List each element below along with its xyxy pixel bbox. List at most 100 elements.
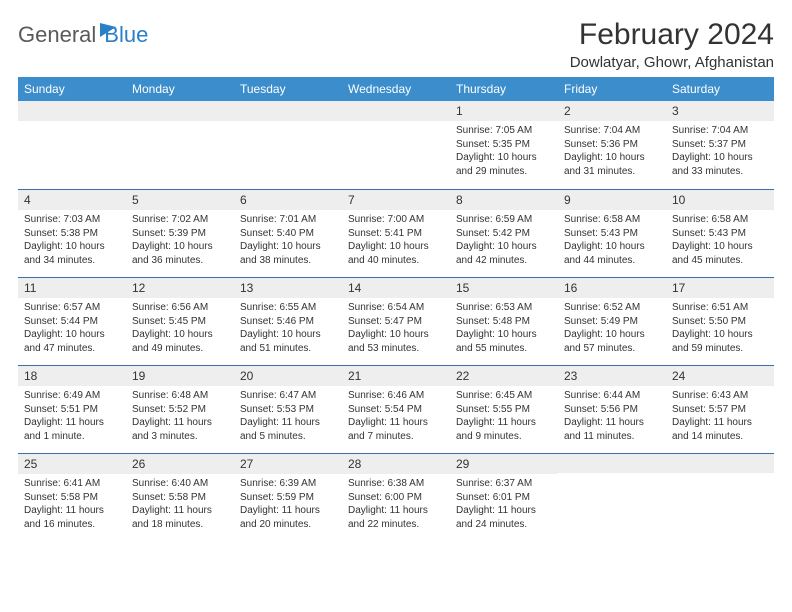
day-data: Sunrise: 6:52 AMSunset: 5:49 PMDaylight:… (558, 298, 666, 358)
day-data: Sunrise: 7:01 AMSunset: 5:40 PMDaylight:… (234, 210, 342, 270)
day-number: 7 (342, 189, 450, 210)
daylight-line: Daylight: 10 hours and 44 minutes. (564, 240, 660, 267)
sunrise-line: Sunrise: 7:00 AM (348, 213, 444, 227)
daylight-line: Daylight: 10 hours and 36 minutes. (132, 240, 228, 267)
day-cell: 12Sunrise: 6:56 AMSunset: 5:45 PMDayligh… (126, 277, 234, 365)
day-number: 29 (450, 453, 558, 474)
sunset-line: Sunset: 5:50 PM (672, 315, 768, 329)
day-data: Sunrise: 6:58 AMSunset: 5:43 PMDaylight:… (558, 210, 666, 270)
sunset-line: Sunset: 5:54 PM (348, 403, 444, 417)
day-number: 22 (450, 365, 558, 386)
day-cell: 26Sunrise: 6:40 AMSunset: 5:58 PMDayligh… (126, 453, 234, 541)
logo: General Blue (18, 18, 148, 48)
sunset-line: Sunset: 5:43 PM (564, 227, 660, 241)
daylight-line: Daylight: 11 hours and 5 minutes. (240, 416, 336, 443)
daylight-line: Daylight: 11 hours and 24 minutes. (456, 504, 552, 531)
day-header: Saturday (666, 77, 774, 101)
day-data: Sunrise: 6:43 AMSunset: 5:57 PMDaylight:… (666, 386, 774, 446)
day-cell: 21 Sunrise: 6:46 AMSunset: 5:54 PMDayligh… (342, 365, 450, 453)
daylight-line: Daylight: 10 hours and 34 minutes. (24, 240, 120, 267)
day-cell: 5Sunrise: 7:02 AMSunset: 5:39 PMDaylight… (126, 189, 234, 277)
daylight-line: Daylight: 10 hours and 42 minutes. (456, 240, 552, 267)
day-data: Sunrise: 6:57 AMSunset: 5:44 PMDaylight:… (18, 298, 126, 358)
sunset-line: Sunset: 5:43 PM (672, 227, 768, 241)
day-number: 15 (450, 277, 558, 298)
daylight-line: Daylight: 10 hours and 33 minutes. (672, 151, 768, 178)
daylight-line: Daylight: 10 hours and 40 minutes. (348, 240, 444, 267)
day-cell: 13Sunrise: 6:55 AMSunset: 5:46 PMDayligh… (234, 277, 342, 365)
sunset-line: Sunset: 6:00 PM (348, 491, 444, 505)
logo-text-general: General (18, 22, 96, 48)
day-cell: 3Sunrise: 7:04 AMSunset: 5:37 PMDaylight… (666, 101, 774, 189)
day-cell: 28Sunrise: 6:38 AMSunset: 6:00 PMDayligh… (342, 453, 450, 541)
day-number: 5 (126, 189, 234, 210)
day-cell: 7Sunrise: 7:00 AMSunset: 5:41 PMDaylight… (342, 189, 450, 277)
sunrise-line: Sunrise: 7:05 AM (456, 124, 552, 138)
day-cell (234, 101, 342, 189)
day-cell: 20Sunrise: 6:47 AMSunset: 5:53 PMDayligh… (234, 365, 342, 453)
daylight-line: Daylight: 11 hours and 1 minute. (24, 416, 120, 443)
daylight-line: Daylight: 11 hours and 3 minutes. (132, 416, 228, 443)
day-data: Sunrise: 6:41 AMSunset: 5:58 PMDaylight:… (18, 474, 126, 534)
sunset-line: Sunset: 5:57 PM (672, 403, 768, 417)
daylight-line: Daylight: 10 hours and 45 minutes. (672, 240, 768, 267)
sunrise-line: Sunrise: 6:59 AM (456, 213, 552, 227)
sunset-line: Sunset: 5:40 PM (240, 227, 336, 241)
location: Dowlatyar, Ghowr, Afghanistan (570, 54, 774, 71)
sunrise-line: Sunrise: 6:57 AM (24, 301, 120, 315)
day-cell: 29Sunrise: 6:37 AMSunset: 6:01 PMDayligh… (450, 453, 558, 541)
sunrise-line: Sunrise: 6:45 AM (456, 389, 552, 403)
sunset-line: Sunset: 5:55 PM (456, 403, 552, 417)
daylight-line: Daylight: 11 hours and 7 minutes. (348, 416, 444, 443)
day-data: Sunrise: 6:40 AMSunset: 5:58 PMDaylight:… (126, 474, 234, 534)
day-number: 19 (126, 365, 234, 386)
day-header: Tuesday (234, 77, 342, 101)
day-data: Sunrise: 6:55 AMSunset: 5:46 PMDaylight:… (234, 298, 342, 358)
day-number: 10 (666, 189, 774, 210)
sunset-line: Sunset: 5:42 PM (456, 227, 552, 241)
sunset-line: Sunset: 5:41 PM (348, 227, 444, 241)
sunset-line: Sunset: 5:49 PM (564, 315, 660, 329)
sunrise-line: Sunrise: 6:58 AM (672, 213, 768, 227)
day-data: Sunrise: 7:05 AMSunset: 5:35 PMDaylight:… (450, 121, 558, 181)
day-cell: 1Sunrise: 7:05 AMSunset: 5:35 PMDaylight… (450, 101, 558, 189)
day-cell (558, 453, 666, 541)
daylight-line: Daylight: 10 hours and 59 minutes. (672, 328, 768, 355)
sunrise-line: Sunrise: 6:43 AM (672, 389, 768, 403)
day-data: Sunrise: 6:58 AMSunset: 5:43 PMDaylight:… (666, 210, 774, 270)
day-data: Sunrise: 6:56 AMSunset: 5:45 PMDaylight:… (126, 298, 234, 358)
sunrise-line: Sunrise: 6:54 AM (348, 301, 444, 315)
sunrise-line: Sunrise: 6:39 AM (240, 477, 336, 491)
calendar-table: SundayMondayTuesdayWednesdayThursdayFrid… (18, 77, 774, 541)
day-number: 6 (234, 189, 342, 210)
sunset-line: Sunset: 5:56 PM (564, 403, 660, 417)
week-row: 11Sunrise: 6:57 AMSunset: 5:44 PMDayligh… (18, 277, 774, 365)
sunrise-line: Sunrise: 6:46 AM (348, 389, 444, 403)
daylight-line: Daylight: 10 hours and 31 minutes. (564, 151, 660, 178)
day-cell: 2Sunrise: 7:04 AMSunset: 5:36 PMDaylight… (558, 101, 666, 189)
sunrise-line: Sunrise: 6:37 AM (456, 477, 552, 491)
sunset-line: Sunset: 5:48 PM (456, 315, 552, 329)
day-cell: 8Sunrise: 6:59 AMSunset: 5:42 PMDaylight… (450, 189, 558, 277)
sunrise-line: Sunrise: 6:40 AM (132, 477, 228, 491)
day-header: Sunday (18, 77, 126, 101)
day-number: 21 (342, 365, 450, 386)
week-row: 18Sunrise: 6:49 AMSunset: 5:51 PMDayligh… (18, 365, 774, 453)
daylight-line: Daylight: 10 hours and 38 minutes. (240, 240, 336, 267)
day-header: Thursday (450, 77, 558, 101)
sunrise-line: Sunrise: 6:41 AM (24, 477, 120, 491)
sunset-line: Sunset: 5:53 PM (240, 403, 336, 417)
day-cell: 6Sunrise: 7:01 AMSunset: 5:40 PMDaylight… (234, 189, 342, 277)
day-data: Sunrise: 6:44 AMSunset: 5:56 PMDaylight:… (558, 386, 666, 446)
day-cell (342, 101, 450, 189)
day-data: Sunrise: 6:49 AMSunset: 5:51 PMDaylight:… (18, 386, 126, 446)
day-data: Sunrise: 7:00 AMSunset: 5:41 PMDaylight:… (342, 210, 450, 270)
daylight-line: Daylight: 11 hours and 18 minutes. (132, 504, 228, 531)
daylight-line: Daylight: 10 hours and 55 minutes. (456, 328, 552, 355)
day-cell: 19Sunrise: 6:48 AMSunset: 5:52 PMDayligh… (126, 365, 234, 453)
day-data: Sunrise: 7:03 AMSunset: 5:38 PMDaylight:… (18, 210, 126, 270)
empty-day-bar (558, 453, 666, 473)
day-data: Sunrise: 6:45 AMSunset: 5:55 PMDaylight:… (450, 386, 558, 446)
sunrise-line: Sunrise: 6:49 AM (24, 389, 120, 403)
day-number: 24 (666, 365, 774, 386)
